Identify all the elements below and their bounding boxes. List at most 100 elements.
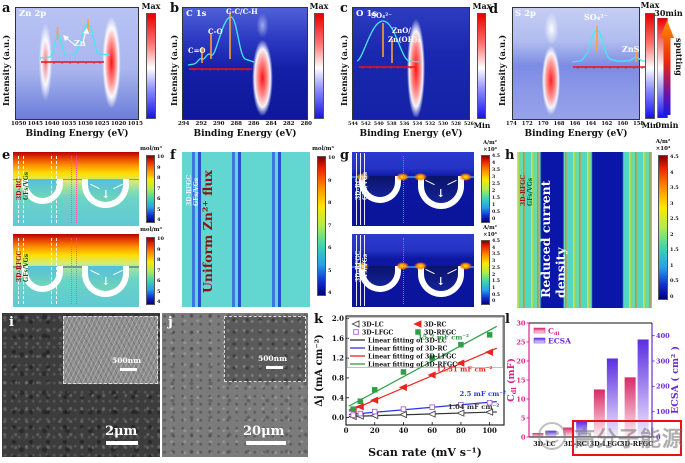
g-cb1-unit-b: ×10⁴	[483, 147, 497, 153]
colorbar-tick-label: 2	[670, 231, 674, 238]
panel-l-chart: 3D-LC 3D-RC 3D-LFGC 3D-RFGC 0 5 10 15 20 25 30 0 100…	[502, 311, 685, 459]
h-sample-sub: GFs/VGs	[527, 177, 535, 206]
g-cb2-unit-a: A/m²	[483, 225, 497, 231]
panel-h-sim	[517, 152, 652, 308]
h-sample-name: 3D-RFGC	[520, 174, 527, 206]
tick-label: 284	[265, 121, 277, 127]
marker	[486, 332, 493, 338]
colorbar-tick-label: 10	[157, 236, 164, 242]
l-bar-ecsa-3D-RFGC	[637, 339, 649, 437]
tick-label: 1045	[27, 121, 43, 127]
panel-b-colorbar	[314, 13, 324, 119]
panel-i-letter: i	[9, 315, 14, 330]
panel-c-colorbar-min: Min	[473, 121, 491, 130]
tick-label: 160	[617, 121, 629, 127]
panel-d-xticks: 174 172 170 168 166 164 162 160 158	[506, 121, 644, 127]
svg-text:10: 10	[516, 395, 526, 403]
l-chart-svg: 3D-LC 3D-RC 3D-LFGC3D-RFGC0510152025300100…	[506, 319, 681, 448]
e-dash-line	[23, 156, 25, 224]
e-down-arrow: ↓	[101, 274, 111, 288]
l-bar-ecsa-3D-RC	[576, 421, 588, 437]
sputter-time-colorbar	[657, 18, 674, 118]
colorbar-tick-label: 3	[492, 259, 496, 265]
g-down-arrow: ↓	[436, 274, 446, 288]
marker	[415, 329, 421, 335]
tick-label: 1015	[127, 121, 143, 127]
marker	[486, 399, 493, 406]
panel-e-sim-top: ↓	[13, 152, 139, 226]
marker	[458, 341, 464, 348]
panel-b-title: C 1s	[186, 9, 207, 19]
colorbar-tick-label: 7	[157, 267, 161, 274]
e-top-sample-label: 3D-RC GFs/VGs	[16, 156, 30, 200]
colorbar-tick-label: 10	[328, 155, 335, 161]
panel-c-title: O 1s	[356, 9, 378, 19]
panel-d-colorbar-max: Max	[640, 0, 660, 10]
tick-label: 162	[601, 121, 613, 127]
f-colorbar	[317, 156, 326, 296]
panel-b-letter: b	[170, 1, 180, 16]
colorbar-tick-label: 7	[157, 185, 161, 192]
d-streak-168	[540, 43, 561, 117]
e-top-sample-sub: GFs/VGs	[23, 171, 31, 200]
marker	[398, 410, 407, 419]
panel-c-xlabel: Binding Energy (eV)	[359, 129, 463, 139]
e-bot-sample-name: 3D-RFGC	[16, 250, 23, 282]
i-inset-scalebar	[120, 368, 137, 371]
marker	[427, 410, 436, 418]
panel-g-sim-bottom: ↓	[352, 234, 474, 307]
panel-c-ylabel: Intensity (a.u.)	[340, 34, 350, 106]
tick-label: 172	[521, 121, 533, 127]
svg-text:100: 100	[482, 426, 497, 435]
svg-text:40: 40	[399, 426, 409, 435]
e-dot-line	[76, 238, 77, 305]
k-legend-fit-label: Linear fitting of 3D-LC	[368, 337, 447, 344]
l-bar-cdl-3D-RC	[563, 427, 575, 437]
watermark-mascot-icon	[538, 422, 566, 450]
tick-label: 544	[348, 121, 359, 127]
e-cb2-ticks: 10 9 8 7 6 5 4	[157, 237, 164, 305]
g-line	[364, 153, 366, 225]
l-legend-swatch-ecsa	[533, 337, 546, 344]
g-line	[359, 235, 361, 306]
g-dot-line	[403, 238, 405, 305]
svg-text:0.4: 0.4	[332, 393, 344, 402]
colorbar-tick-label: 3	[492, 175, 496, 181]
g-hotspot	[459, 262, 473, 271]
colorbar-tick-label: 8	[157, 257, 161, 263]
panel-h-letter: h	[505, 148, 515, 163]
marker	[456, 409, 465, 417]
panel-a-colorbar-max: Max	[141, 1, 161, 11]
colorbar-tick-label: 6	[157, 196, 161, 202]
e-dot-line	[70, 156, 72, 224]
colorbar-tick-label: 2.5	[492, 265, 500, 271]
svg-text:0: 0	[656, 433, 661, 441]
panel-c-colorbar-max: Max	[472, 1, 492, 11]
tick-label: 170	[537, 121, 549, 127]
h-sample-label: 3D-RFGC GFs/VGs	[520, 156, 534, 206]
panel-b-xlabel: Binding Energy (eV)	[193, 129, 297, 139]
g-bottom-sample-label: 3D-RFGC GFs/VGs	[355, 238, 369, 282]
colorbar-tick-label: 0	[670, 293, 674, 300]
panel-d-ylabel: Intensity (a.u.)	[498, 34, 508, 106]
tick-label: 1025	[94, 121, 110, 127]
g-hotspot	[459, 172, 473, 181]
marker	[458, 401, 464, 408]
e-colorbar-bottom	[146, 237, 155, 305]
d-inset-label-zns: ZnS	[622, 44, 640, 54]
colorbar-tick-label: 2	[492, 189, 496, 195]
i-scalebar-label: 2μm	[105, 424, 138, 439]
g-cb2-ticks: 4.5 4 3.5 3 2.5 2 1.5 1 0.5 0	[492, 239, 500, 305]
colorbar-tick-label: 3	[670, 200, 674, 207]
g-bot-sample-name: 3D-RFGC	[355, 250, 362, 282]
marker	[484, 408, 494, 416]
k-legend-label: 3D-LFGC	[362, 329, 393, 336]
marker	[484, 348, 494, 356]
marker	[413, 320, 422, 328]
g-top-surface-line	[352, 176, 474, 178]
i-inset-scalebar-label: 500nm	[112, 356, 142, 365]
svg-text:400: 400	[656, 332, 670, 340]
colorbar-tick-label: 1	[492, 203, 496, 209]
sputter-30min-label: 30min	[654, 8, 683, 18]
